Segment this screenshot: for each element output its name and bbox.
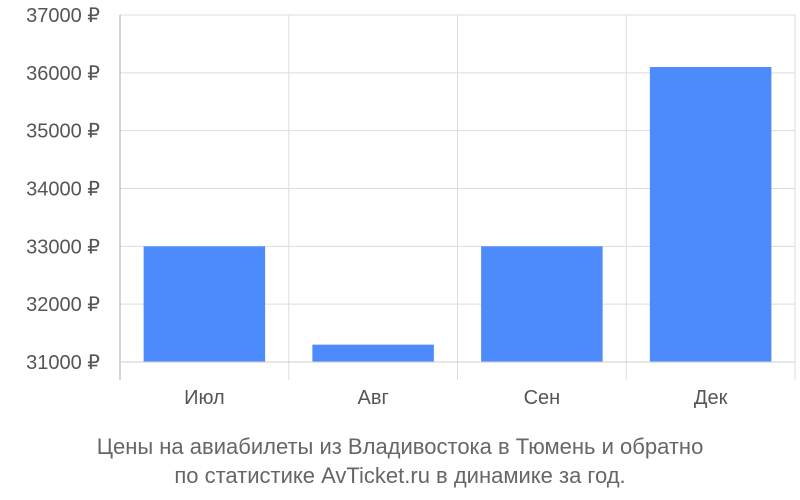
y-tick-label: 34000 ₽ (26, 179, 100, 201)
y-tick-label: 33000 ₽ (26, 236, 100, 258)
x-tick-label: Авг (357, 387, 388, 409)
y-tick-label: 36000 ₽ (26, 63, 100, 85)
y-tick-label: 31000 ₽ (26, 352, 100, 374)
y-tick-label: 37000 ₽ (26, 5, 100, 27)
caption-line-2: по статистике AvTicket.ru в динамике за … (174, 463, 626, 488)
y-tick-label: 32000 ₽ (26, 294, 100, 316)
bar (649, 67, 772, 363)
x-tick-label: Дек (694, 387, 728, 409)
bar (312, 344, 434, 362)
y-tick-label: 35000 ₽ (26, 121, 100, 143)
axes (119, 15, 795, 380)
chart-caption: Цены на авиабилеты из Владивостока в Тюм… (0, 432, 800, 490)
x-tick-label: Сен (524, 387, 561, 409)
caption-line-1: Цены на авиабилеты из Владивостока в Тюм… (96, 434, 704, 459)
axis-labels: 31000 ₽ 32000 ₽ 33000 ₽ 34000 ₽ 35000 ₽ 36000… (26, 5, 727, 409)
bar-chart: 31000 ₽ 32000 ₽ 33000 ₽ 34000 ₽ 35000 ₽ 36000… (26, 5, 796, 409)
x-tick-label: Июл (184, 387, 225, 409)
bar (143, 246, 266, 362)
bar (481, 246, 603, 362)
bars (143, 67, 772, 363)
